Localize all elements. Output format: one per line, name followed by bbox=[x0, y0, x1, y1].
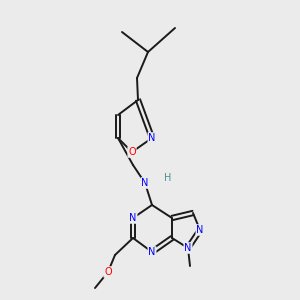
Text: N: N bbox=[141, 178, 149, 188]
Text: N: N bbox=[148, 133, 156, 143]
Text: H: H bbox=[164, 173, 172, 183]
Text: O: O bbox=[128, 147, 136, 157]
Text: N: N bbox=[184, 243, 192, 253]
Text: N: N bbox=[196, 225, 204, 235]
Text: N: N bbox=[148, 247, 156, 257]
Text: N: N bbox=[129, 213, 137, 223]
Text: O: O bbox=[104, 267, 112, 277]
